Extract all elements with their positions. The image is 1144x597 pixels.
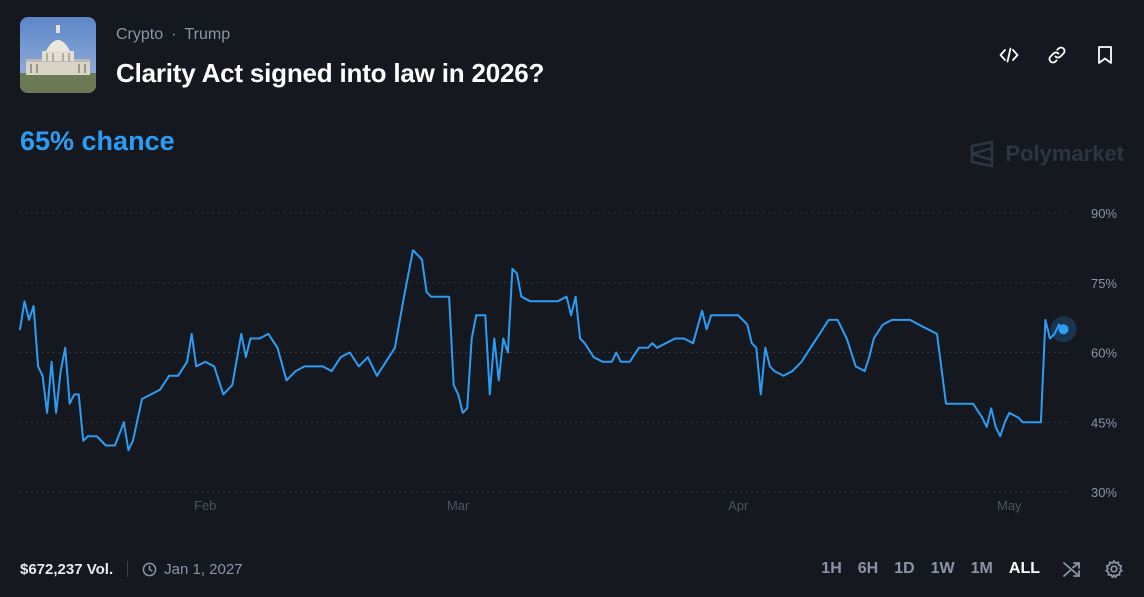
- probability-line: [19, 249, 1065, 452]
- polymarket-watermark: Polymarket: [969, 140, 1124, 168]
- footer-divider: [127, 561, 129, 577]
- header-actions: [998, 44, 1116, 66]
- volume-text: $672,237 Vol.: [20, 560, 114, 578]
- price-chart[interactable]: 30% 45% 60% 75% 90% Feb Mar Apr May: [0, 195, 1144, 525]
- y-tick-label: 45%: [1091, 415, 1117, 430]
- chart-grid: [20, 212, 1068, 493]
- embed-icon: [999, 47, 1019, 63]
- bookmark-icon: [1098, 46, 1112, 64]
- gear-icon: [1105, 559, 1123, 579]
- latest-point-marker[interactable]: [1058, 324, 1069, 335]
- chance-value: 65% chance: [20, 126, 175, 156]
- breadcrumb-crypto[interactable]: Crypto: [116, 26, 164, 43]
- end-date: Jan 1, 2027: [142, 560, 243, 578]
- x-tick-label: Feb: [194, 498, 216, 513]
- chart-footer: $672,237 Vol. Jan 1, 2027 1H 6H 1D 1W 1M…: [20, 556, 1124, 582]
- range-1d[interactable]: 1D: [894, 560, 915, 577]
- x-tick-label: May: [997, 498, 1022, 513]
- breadcrumb: Crypto · Trump: [116, 26, 230, 44]
- breadcrumb-trump[interactable]: Trump: [184, 26, 231, 43]
- market-thumbnail: [20, 17, 96, 93]
- end-date-text: Jan 1, 2027: [164, 560, 243, 578]
- brand-name: Polymarket: [1005, 141, 1124, 166]
- range-1m[interactable]: 1M: [970, 560, 993, 577]
- clock-icon: [142, 562, 157, 576]
- shuffle-button[interactable]: [1062, 560, 1082, 578]
- y-tick-label: 30%: [1091, 485, 1117, 500]
- market-title: Clarity Act signed into law in 2026?: [116, 58, 545, 88]
- bookmark-button[interactable]: [1094, 44, 1116, 66]
- settings-button[interactable]: [1104, 559, 1124, 579]
- range-6h[interactable]: 6H: [857, 560, 879, 577]
- y-tick-label: 90%: [1091, 206, 1117, 221]
- shuffle-icon: [1063, 562, 1080, 577]
- range-all[interactable]: ALL: [1008, 560, 1040, 577]
- copy-link-button[interactable]: [1046, 44, 1068, 66]
- x-axis-labels: Feb Mar Apr May: [194, 498, 1022, 513]
- range-1w[interactable]: 1W: [930, 560, 955, 577]
- range-1h[interactable]: 1H: [821, 560, 842, 577]
- y-tick-label: 75%: [1091, 276, 1117, 291]
- breadcrumb-separator: ·: [171, 26, 177, 43]
- x-tick-label: Mar: [447, 498, 470, 513]
- y-axis-labels: 30% 45% 60% 75% 90%: [1091, 206, 1117, 500]
- embed-button[interactable]: [998, 44, 1020, 66]
- x-tick-label: Apr: [728, 498, 749, 513]
- y-tick-label: 60%: [1091, 346, 1117, 361]
- time-range-selector: 1H 6H 1D 1W 1M ALL: [821, 559, 1124, 579]
- link-icon: [1048, 46, 1066, 64]
- polymarket-logo-icon: [971, 140, 994, 168]
